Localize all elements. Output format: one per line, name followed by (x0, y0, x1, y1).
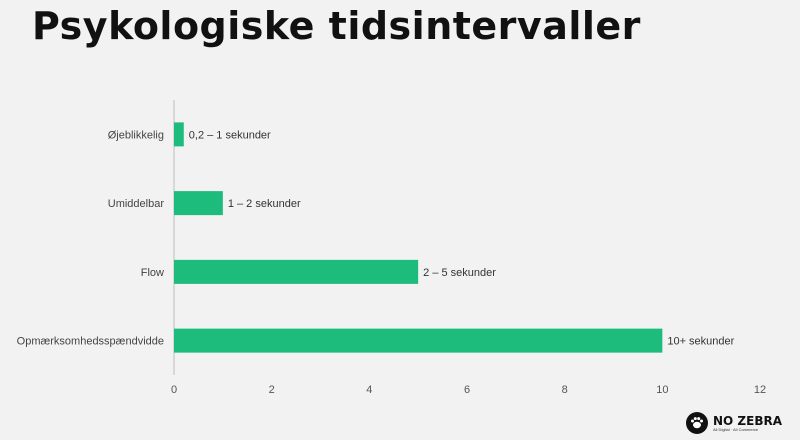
category-label: Øjeblikkelig (108, 129, 164, 141)
data-label: 1 – 2 sekunder (228, 198, 301, 210)
x-tick-label: 2 (269, 384, 275, 396)
bar (174, 328, 663, 353)
x-tick-label: 10 (656, 384, 668, 396)
data-label: 2 – 5 sekunder (423, 267, 496, 279)
bar (174, 259, 419, 284)
x-tick-label: 6 (464, 384, 470, 396)
logo-name: NO ZEBRA (713, 413, 782, 428)
bar (174, 191, 223, 216)
x-tick-label: 12 (754, 384, 766, 396)
category-label: Opmærksomhedsspændvidde (17, 336, 164, 348)
data-label: 10+ sekunder (667, 336, 734, 348)
x-tick-label: 4 (366, 384, 372, 396)
chart-title: Psykologiske tidsintervaller (32, 4, 641, 48)
zebra-paw-icon (686, 412, 708, 434)
x-tick-label: 8 (562, 384, 568, 396)
logo-tagline: All Digital · All Commerce (713, 426, 759, 432)
category-label: Umiddelbar (108, 198, 165, 210)
data-label: 0,2 – 1 sekunder (189, 129, 271, 141)
category-label: Flow (141, 267, 164, 279)
x-tick-label: 0 (171, 384, 177, 396)
logo: NO ZEBRA All Digital · All Commerce (686, 412, 782, 434)
bar (174, 122, 184, 147)
